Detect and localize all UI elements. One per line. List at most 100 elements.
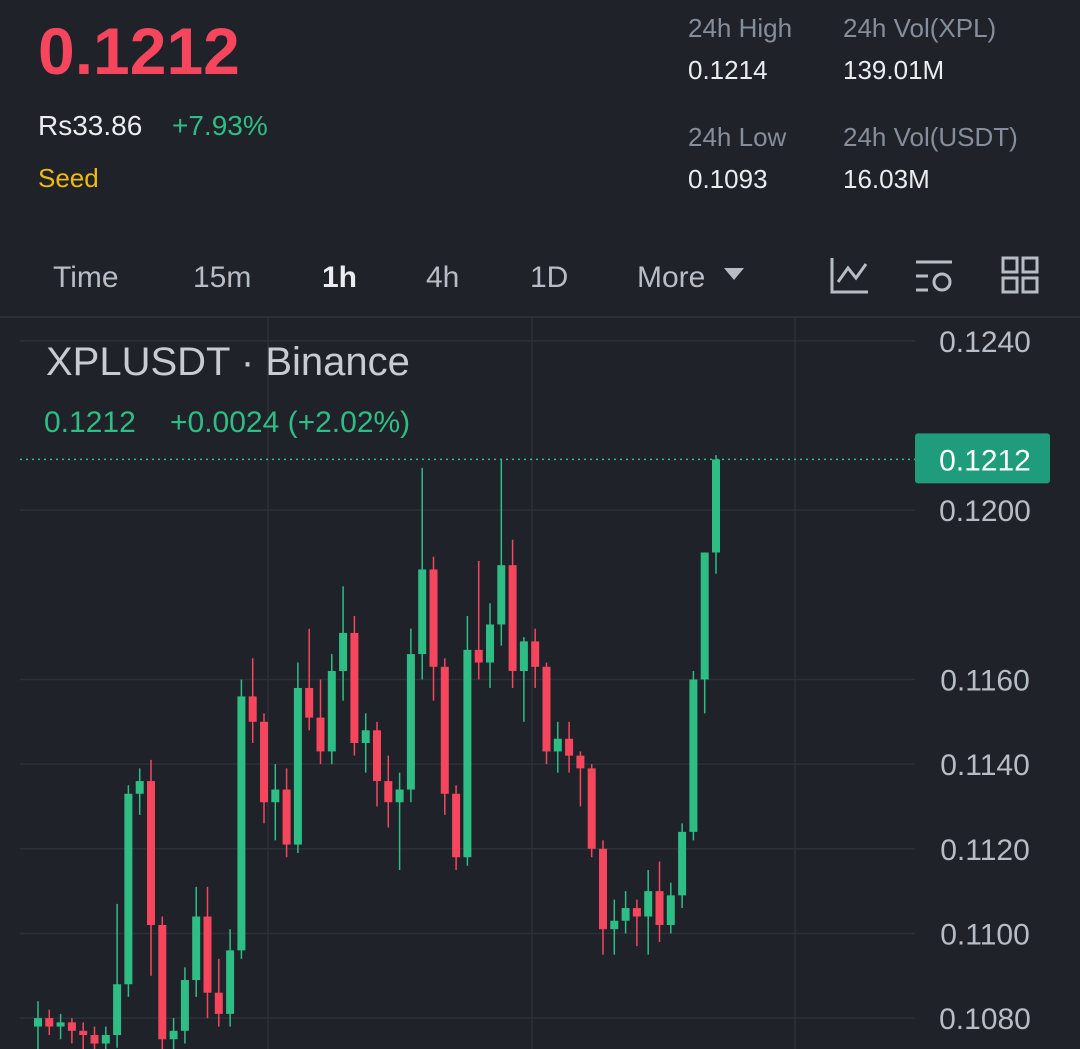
candle-body [440, 666, 449, 794]
stat-label: 24h Vol(USDT) [843, 122, 1018, 152]
candle-body [689, 679, 698, 832]
candle-body [373, 730, 381, 782]
last-price: 0.1212 [38, 14, 240, 88]
candle-body [214, 992, 223, 1014]
candle-body [497, 565, 506, 625]
symbol-title: XPLUSDT · Binance [46, 340, 410, 384]
tab[interactable]: 1h [322, 261, 357, 294]
candle-body [101, 1035, 110, 1044]
candle-body [587, 768, 596, 849]
candle-body [180, 980, 189, 1031]
candle-body [452, 793, 461, 858]
candle-body [192, 916, 201, 981]
candle-body [666, 895, 675, 925]
candle-body [158, 924, 167, 1040]
tab[interactable]: 15m [193, 261, 251, 294]
candle-body [406, 654, 415, 790]
tab[interactable]: More [637, 261, 705, 294]
candle-body [350, 632, 359, 743]
candle-body [418, 569, 427, 655]
candle-body [395, 789, 404, 803]
candle-body [271, 789, 280, 803]
candle-body [67, 1022, 76, 1031]
candle-body [655, 891, 664, 925]
candle-body [632, 908, 641, 917]
candle-body [305, 687, 314, 718]
candle-body [169, 1030, 178, 1040]
candle-body [282, 789, 291, 845]
legend-change: +0.0024 (+2.02%) [170, 406, 410, 439]
tab[interactable]: 4h [426, 261, 459, 294]
candle-body [610, 920, 619, 930]
legend-price: 0.1212 [44, 406, 136, 439]
candle-body [34, 1018, 42, 1027]
candle-body [135, 781, 144, 794]
candle-body [237, 696, 246, 951]
candle-body [565, 738, 574, 756]
candle-body [519, 641, 528, 672]
candle-body [56, 1022, 65, 1027]
tab[interactable]: 1D [530, 261, 568, 294]
candle-body [226, 950, 235, 1014]
candle-body [486, 624, 494, 663]
candles [34, 455, 720, 1049]
stat-label: 24h Low [688, 122, 787, 152]
candle-body [599, 848, 607, 930]
stat-value: 139.01M [843, 55, 944, 85]
dropdown-arrow[interactable] [724, 268, 744, 280]
candle-body [474, 649, 483, 663]
candle-body [90, 1035, 99, 1044]
candle-body [327, 671, 336, 752]
candle-body [203, 916, 212, 993]
last-price-box [915, 433, 1050, 484]
layout-icon[interactable] [1001, 256, 1039, 294]
candle-body [700, 552, 709, 680]
y-tick-label: 0.1140 [940, 749, 1030, 782]
candle-body [542, 666, 551, 752]
stat-label: 24h High [688, 13, 792, 43]
tabs: Time 15m 1h 4h 1D More [53, 261, 705, 294]
last-price-label: 0.1212 [939, 444, 1031, 477]
stats: 24h High 0.1214 24h Vol(XPL) 139.01M 24h Low… [688, 13, 1018, 194]
stat-value: 0.1093 [688, 164, 768, 194]
price-change: +7.93% [172, 110, 268, 141]
candle-body [712, 459, 720, 553]
y-tick-label: 0.1200 [939, 495, 1031, 528]
candle-body [339, 632, 348, 672]
candle-body [248, 696, 257, 722]
tab[interactable]: Time [53, 261, 119, 294]
candle-body [531, 641, 540, 667]
candle-body [508, 565, 517, 672]
y-axis: 0.1240 0.1200 0.1160 0.1140 0.1120 0.1100 0.10… [939, 326, 1031, 1036]
candle-body [293, 687, 302, 845]
candle-body [45, 1018, 54, 1027]
candle-body [113, 984, 122, 1036]
y-tick-label: 0.1100 [940, 918, 1030, 951]
candle-body [429, 569, 438, 667]
stat-value: 0.1214 [688, 55, 768, 85]
candle-body [124, 793, 133, 985]
indicator-icon[interactable] [830, 258, 868, 294]
y-tick-label: 0.1080 [939, 1003, 1031, 1036]
candle-body [361, 730, 370, 743]
y-tick-label: 0.1240 [939, 326, 1031, 359]
y-tick-label: 0.1120 [940, 834, 1030, 867]
vertical-grid [267, 318, 796, 1049]
settings-icon[interactable] [916, 260, 952, 292]
candle-body [644, 891, 653, 917]
y-tick-label: 0.1160 [940, 664, 1030, 697]
candle-body [79, 1030, 88, 1036]
candle-body [553, 738, 562, 752]
fiat-price: Rs33.86 [38, 110, 142, 141]
tag: Seed [38, 163, 99, 193]
candle-body [316, 717, 325, 752]
candle-body [463, 649, 472, 858]
candle-body [147, 781, 155, 925]
stat-label: 24h Vol(XPL) [843, 13, 996, 43]
stat-value: 16.03M [843, 164, 930, 194]
candle-body [576, 755, 585, 769]
candle-body [260, 721, 268, 803]
